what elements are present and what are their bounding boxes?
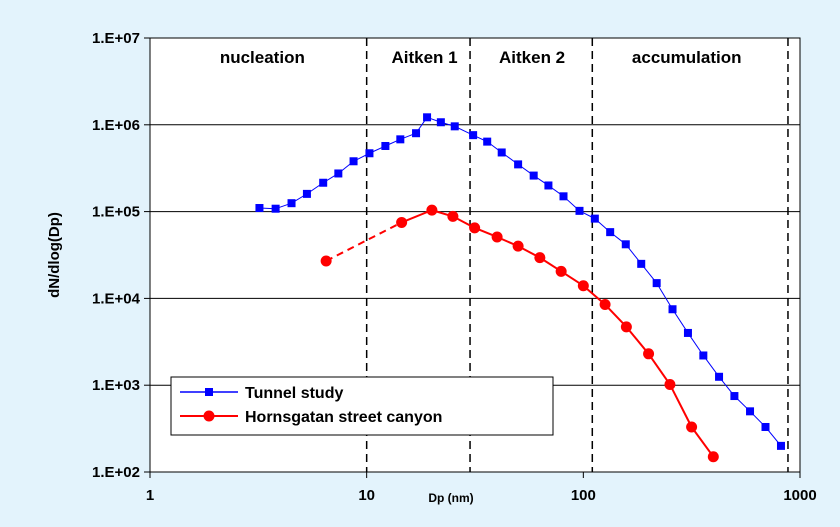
region-label: Aitken 2 — [499, 48, 565, 67]
region-layer: nucleation Aitken 1 Aitken 2 accumulation — [220, 38, 789, 472]
series-0-point — [365, 149, 374, 158]
legend-label: Hornsgatan street canyon — [245, 409, 442, 426]
series-0-point — [699, 351, 708, 360]
series-0-point — [715, 372, 724, 381]
series-0-point — [621, 240, 630, 249]
x-tick-label: 10 — [358, 487, 375, 504]
y-tick-label: 1.E+04 — [92, 290, 141, 307]
series-0-point — [730, 392, 739, 401]
series-1-point — [534, 252, 546, 264]
series-0-point — [319, 178, 328, 187]
legend-box — [170, 376, 554, 436]
y-tick-label: 1.E+05 — [92, 204, 140, 221]
series-1-point — [707, 451, 719, 463]
axes-layer: 1.E+02 1.E+03 1.E+04 1.E+05 1.E+06 1.E+07 1 10 1… — [46, 30, 817, 505]
series-0-point — [396, 135, 405, 144]
series-0-point — [349, 157, 358, 166]
series-0-point — [668, 305, 677, 314]
series-0-point — [683, 328, 692, 337]
series-1-point — [447, 210, 459, 222]
y-axis-title: dN/dlog(Dp) — [46, 212, 63, 298]
series-0-point — [483, 137, 492, 146]
series-1-point — [396, 216, 408, 228]
series-1-segment — [625, 326, 650, 355]
x-tick-label: 1000 — [783, 487, 816, 504]
series-1-segment — [690, 426, 715, 458]
series-1-segment — [325, 221, 403, 262]
series-1-point — [643, 348, 655, 360]
region-label: nucleation — [220, 48, 305, 67]
series-1-point — [577, 280, 589, 292]
series-0-segment — [656, 282, 673, 310]
series-0-point — [412, 129, 421, 138]
series-0-point — [436, 118, 445, 127]
series-1-segment — [669, 383, 693, 428]
series-0-point — [746, 407, 755, 416]
series-0-point — [450, 122, 459, 131]
y-tick-label: 1.E+07 — [92, 30, 140, 47]
series-0-point — [590, 214, 599, 223]
legend-swatch-marker — [205, 388, 213, 396]
series-1-point — [664, 378, 676, 390]
series-0-point — [529, 171, 538, 180]
series-0-point — [776, 441, 785, 450]
series-0-point — [334, 169, 343, 178]
plot-border — [149, 37, 801, 473]
series-1-point — [491, 231, 503, 243]
series-1-point — [620, 321, 632, 333]
y-tick-label: 1.E+02 — [92, 464, 140, 481]
series-1-point — [555, 265, 567, 277]
series-1-point — [686, 421, 698, 433]
series-0-point — [287, 199, 296, 208]
series-layer — [255, 113, 785, 463]
y-tick-label: 1.E+06 — [92, 117, 140, 134]
series-1-point — [426, 204, 438, 216]
series-0-point — [761, 422, 770, 431]
series-0-point — [302, 189, 311, 198]
series-1-point — [512, 240, 524, 252]
series-1-point — [469, 222, 481, 234]
series-0-point — [637, 259, 646, 268]
x-tick-label: 100 — [571, 487, 596, 504]
region-label: accumulation — [632, 48, 742, 67]
x-axis-title: Dp (nm) — [428, 491, 473, 505]
series-1-point — [599, 299, 611, 311]
region-label: Aitken 1 — [391, 48, 457, 67]
series-0-point — [652, 279, 661, 288]
series-0-point — [606, 228, 615, 237]
series-1-point — [320, 255, 332, 267]
series-0-point — [469, 131, 478, 140]
legend-swatch-marker — [203, 410, 215, 422]
series-0-point — [497, 148, 506, 157]
x-tick-label: 1 — [146, 487, 154, 504]
series-0-point — [255, 204, 264, 213]
series-0-point — [514, 160, 523, 169]
series-0-point — [423, 113, 432, 122]
series-0-point — [544, 181, 553, 190]
series-0-point — [559, 192, 568, 201]
series-0-point — [381, 141, 390, 150]
series-0-point — [271, 204, 280, 213]
legend-label: Tunnel study — [245, 385, 343, 402]
legend: Tunnel study Hornsgatan street canyon — [170, 376, 554, 436]
series-1-segment — [647, 353, 671, 386]
y-tick-label: 1.E+03 — [92, 377, 140, 394]
series-0-point — [575, 206, 584, 215]
